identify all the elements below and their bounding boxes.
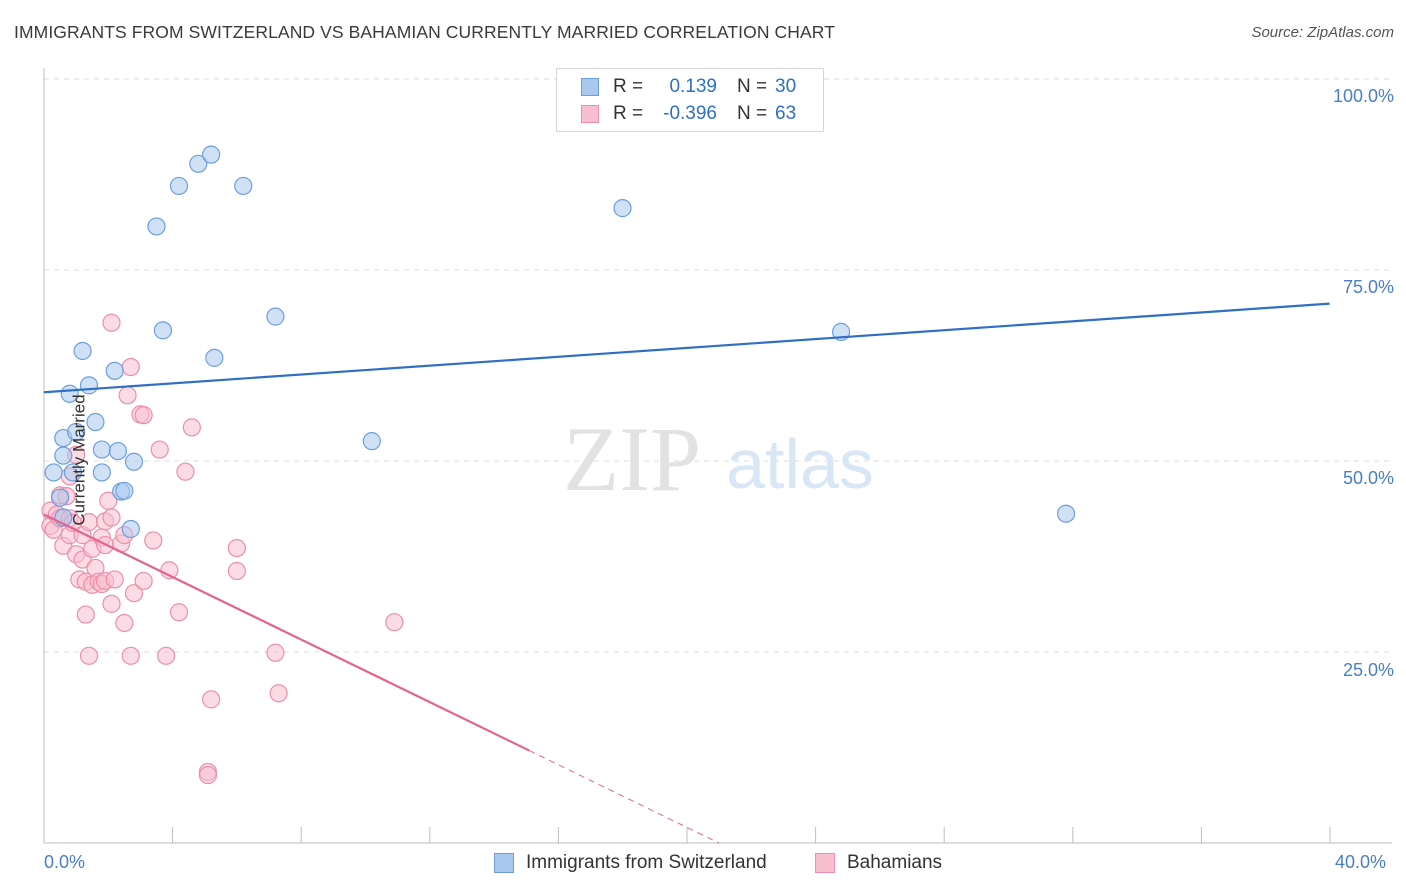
- bahamians-point: [121, 357, 140, 377]
- legend-n-value: 30: [775, 76, 797, 97]
- bahamians-point: [202, 690, 221, 709]
- bahamians-point: [102, 594, 121, 613]
- switzerland-point: [613, 199, 632, 218]
- switzerland-point: [147, 217, 166, 236]
- switzerland-point: [67, 422, 86, 442]
- legend-swatch-bahamians: [581, 105, 599, 123]
- switzerland-points: [44, 145, 1076, 539]
- switzerland-point: [202, 145, 221, 164]
- bahamians-point: [182, 418, 201, 437]
- bahamians-point: [134, 571, 153, 591]
- bottom-legend-swatch-bahamians: [815, 853, 835, 873]
- watermark-atlas: atlas: [726, 425, 874, 503]
- legend-r-value: -0.396: [663, 103, 717, 124]
- legend-r-value: 0.139: [669, 76, 717, 97]
- y-tick-75: 75.0%: [1342, 277, 1394, 297]
- bahamians-point: [79, 646, 99, 665]
- chart-source: Source: ZipAtlas.com: [1251, 24, 1394, 41]
- bahamians-point: [227, 538, 246, 558]
- bahamians-point: [115, 613, 134, 633]
- bahamians-point: [144, 531, 163, 550]
- switzerland-point: [86, 412, 105, 432]
- bahamians-point: [269, 684, 288, 703]
- y-axis-label: Currently Married: [69, 394, 89, 526]
- bahamians-point: [150, 440, 169, 459]
- legend-n-value: 63: [775, 103, 797, 124]
- bahamians-point: [124, 584, 144, 603]
- chart-title: IMMIGRANTS FROM SWITZERLAND VS BAHAMIAN …: [14, 22, 835, 42]
- legend-n-label: N =: [737, 103, 768, 124]
- switzerland-point: [121, 519, 140, 539]
- switzerland-point: [63, 463, 83, 482]
- switzerland-point: [73, 341, 92, 361]
- switzerland-point: [169, 176, 189, 196]
- legend-r-label: R =: [613, 103, 644, 124]
- legend-row-bahamians: R = -0.396 N = 63: [581, 102, 796, 126]
- switzerland-point: [50, 488, 70, 507]
- gridlines: [44, 78, 1392, 653]
- switzerland-point: [124, 452, 144, 471]
- y-tick-50: 50.0%: [1342, 468, 1394, 488]
- switzerland-point: [92, 440, 111, 459]
- bahamians-point: [134, 406, 153, 425]
- bottom-legend-switzerland[interactable]: Immigrants from Switzerland: [494, 852, 767, 874]
- bottom-legend-bahamians[interactable]: Bahamians: [815, 852, 942, 874]
- bahamians-point: [76, 605, 95, 624]
- legend-r-label: R =: [613, 76, 644, 97]
- y-tick-100: 100.0%: [1332, 86, 1394, 106]
- bahamians-point: [118, 386, 137, 405]
- bahamians-point: [169, 603, 189, 622]
- switzerland-point: [362, 432, 381, 451]
- switzerland-point: [1056, 504, 1076, 523]
- bahamians-point: [102, 508, 121, 527]
- switzerland-point: [205, 348, 224, 367]
- trend-lines: [43, 302, 1330, 844]
- bahamians-point: [176, 462, 195, 481]
- bottom-legend-label: Immigrants from Switzerland: [526, 852, 767, 873]
- switzerland-point: [234, 176, 253, 196]
- bottom-legend-swatch-switzerland: [494, 853, 514, 873]
- y-tick-25: 25.0%: [1342, 660, 1394, 680]
- bahamians-point: [266, 643, 285, 662]
- correlation-legend: R = 0.139 N = 30 R = -0.396 N = 63: [556, 68, 824, 132]
- legend-swatch-switzerland: [581, 78, 599, 96]
- bahamians-point: [385, 613, 404, 632]
- x-tick-min: 0.0%: [44, 852, 86, 872]
- bottom-legend: Immigrants from Switzerland Bahamians: [0, 852, 1406, 876]
- bahamians-point: [157, 646, 176, 665]
- legend-n-label: N =: [737, 76, 768, 97]
- switzerland-point: [115, 481, 134, 500]
- switzerland-point: [44, 463, 63, 482]
- bahamians-point: [121, 646, 140, 665]
- bahamians-point: [198, 765, 218, 785]
- switzerland-point: [79, 376, 99, 395]
- bahamians-trend-line: [43, 513, 530, 752]
- switzerland-point: [108, 441, 128, 461]
- switzerland-point: [266, 307, 285, 326]
- bahamians-points: [41, 313, 404, 785]
- switzerland-point: [189, 154, 208, 173]
- watermark-zip: ZIP: [563, 408, 701, 510]
- switzerland-point: [92, 463, 111, 482]
- bahamians-point: [102, 313, 121, 332]
- switzerland-trend-line: [43, 302, 1330, 394]
- x-tick-max: 40.0%: [1335, 852, 1387, 872]
- bottom-legend-label: Bahamians: [847, 852, 943, 873]
- bahamians-point: [227, 561, 246, 581]
- switzerland-point: [153, 321, 173, 340]
- switzerland-point: [105, 361, 124, 380]
- bahamians-trend-extension: [529, 750, 720, 844]
- legend-row-switzerland: R = 0.139 N = 30: [581, 75, 796, 99]
- bahamians-point: [105, 570, 124, 589]
